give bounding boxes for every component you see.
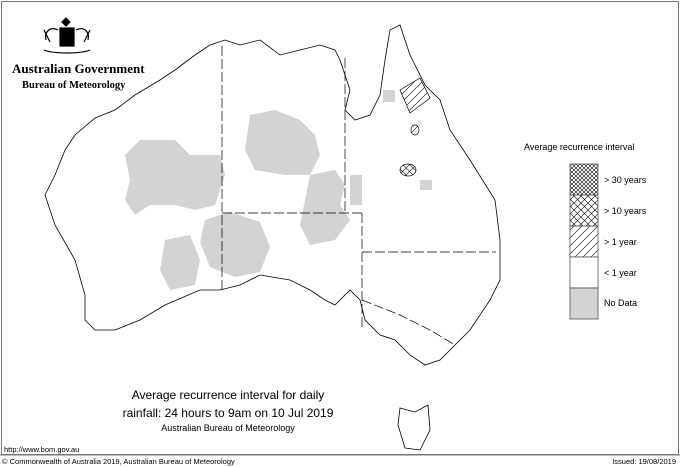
map-title-line1: Average recurrence interval for daily <box>131 388 325 402</box>
legend-swatch-nodata <box>569 287 599 320</box>
copyright-text: © Commonwealth of Australia 2019, Austra… <box>2 457 235 466</box>
legend-swatches <box>569 163 599 320</box>
legend-swatch-1 <box>569 225 599 258</box>
legend-label: > 30 years <box>604 175 647 185</box>
legend-label: > 10 years <box>604 206 647 216</box>
legend-label: > 1 year <box>604 237 637 247</box>
tasmania-coastline <box>397 404 431 451</box>
legend-swatch-10 <box>569 194 599 227</box>
agency-name: Bureau of Meteorology <box>22 80 126 91</box>
no-data-areas <box>125 90 432 290</box>
legend-swatch-lt1 <box>569 256 599 289</box>
coat-of-arms-logo <box>43 17 91 54</box>
no-data-region <box>420 180 432 190</box>
issued-date: Issued: 19/08/2019 <box>612 457 676 466</box>
map-title-line2: rainfall: 24 hours to 9am on 10 Jul 2019 <box>122 406 334 420</box>
over-1-year-region <box>399 77 431 114</box>
no-data-region <box>383 90 395 102</box>
no-data-region <box>160 235 200 290</box>
legend-title: Average recurrence interval <box>524 142 635 152</box>
government-name: Australian Government <box>12 61 145 76</box>
mainland-coastline <box>44 24 501 366</box>
recurrence-areas <box>399 77 431 177</box>
no-data-region <box>200 212 270 277</box>
legend-label: No Data <box>604 298 638 308</box>
over-10-years-region <box>399 163 417 177</box>
no-data-region <box>125 140 225 215</box>
legend-label: < 1 year <box>604 268 637 278</box>
website-link[interactable]: http://www.bom.gov.au <box>4 445 80 454</box>
state-borders <box>221 46 496 346</box>
map-subtitle: Australian Bureau of Meteorology <box>161 423 295 433</box>
no-data-region <box>350 175 362 205</box>
no-data-region <box>300 170 350 245</box>
legend-swatch-30 <box>569 163 599 196</box>
no-data-region <box>245 110 320 175</box>
over-1-year-region <box>410 124 420 136</box>
